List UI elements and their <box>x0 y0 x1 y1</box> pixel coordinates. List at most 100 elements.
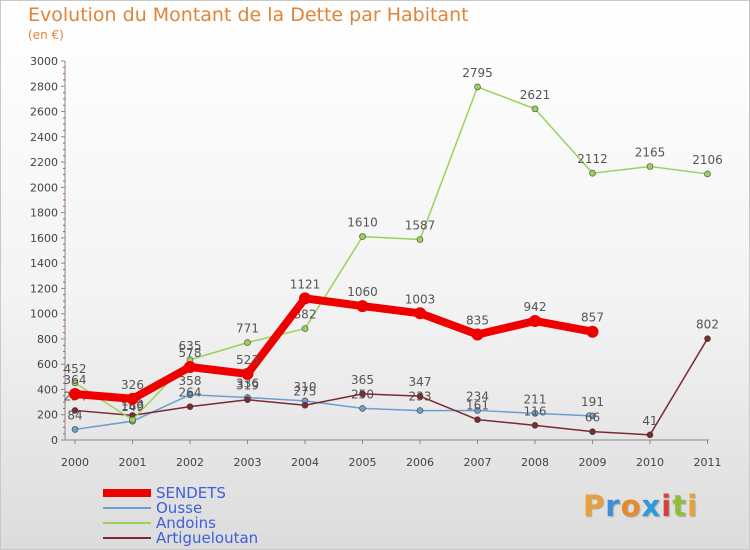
x-tick-label: 2008 <box>521 456 549 469</box>
data-label-ousse: 310 <box>294 380 317 394</box>
data-point-sendets <box>126 392 139 405</box>
data-label-artigueloutan: 319 <box>236 379 259 393</box>
data-label-ousse: 211 <box>524 392 547 406</box>
legend-label-artigueloutan: Artigueloutan <box>156 529 258 547</box>
y-tick-label: 400 <box>37 383 58 396</box>
y-tick-label: 1600 <box>30 232 58 245</box>
y-tick-label: 1000 <box>30 308 58 321</box>
data-label-andoins: 1610 <box>347 216 378 230</box>
data-label-artigueloutan: 161 <box>466 399 489 413</box>
data-point-artigueloutan <box>704 335 711 342</box>
data-point-andoins <box>244 339 251 346</box>
data-point-artigueloutan <box>474 416 481 423</box>
data-point-ousse <box>589 412 596 420</box>
data-point-sendets <box>299 292 311 305</box>
data-point-andoins <box>416 236 424 243</box>
data-label-artigueloutan: 347 <box>409 375 432 389</box>
x-tick-label: 2006 <box>406 456 434 469</box>
data-label-andoins: 1587 <box>405 219 436 233</box>
data-label-ousse: 234 <box>466 389 489 403</box>
data-point-ousse <box>359 405 366 412</box>
data-point-artigueloutan <box>301 401 309 409</box>
logo-letter: r <box>605 489 621 523</box>
data-point-sendets <box>529 314 541 327</box>
data-label-andoins: 2621 <box>520 88 551 102</box>
data-point-ousse <box>416 407 424 414</box>
data-point-ousse <box>71 426 79 433</box>
data-point-andoins <box>71 379 79 387</box>
y-tick-label: 0 <box>51 434 58 447</box>
logo-letter: o <box>620 489 642 523</box>
data-label-sendets: 326 <box>121 378 144 392</box>
data-point-artigueloutan <box>416 392 424 400</box>
logo-letter: P <box>583 489 606 523</box>
data-point-andoins <box>129 416 136 424</box>
data-label-andoins: 635 <box>179 339 202 353</box>
y-tick-label: 2400 <box>30 131 58 144</box>
data-point-andoins <box>646 163 654 170</box>
data-point-sendets <box>471 328 484 341</box>
data-point-sendets <box>184 360 196 373</box>
chart-subtitle: (en €) <box>28 28 64 42</box>
x-tick-label: 2007 <box>464 456 492 469</box>
data-point-sendets <box>414 307 426 320</box>
data-point-sendets <box>356 300 369 313</box>
data-label-ousse: 191 <box>581 395 604 409</box>
x-tick-label: 2004 <box>291 456 319 469</box>
y-tick-label: 1400 <box>30 257 58 270</box>
data-label-andoins: 2112 <box>577 152 608 166</box>
series-line-sendets <box>71 294 597 403</box>
x-tick-label: 2011 <box>694 456 722 469</box>
data-point-ousse <box>531 410 539 417</box>
logo-letter: t <box>672 489 688 523</box>
data-point-andoins <box>531 105 539 113</box>
data-label-artigueloutan: 802 <box>696 318 719 332</box>
data-label-ousse: 84 <box>67 408 82 422</box>
data-label-sendets: 523 <box>236 353 259 367</box>
data-label-andoins: 452 <box>64 362 87 376</box>
y-tick-label: 2000 <box>30 181 58 194</box>
data-label-sendets: 578 <box>179 346 202 360</box>
y-tick-label: 2600 <box>30 106 58 119</box>
series-line-ousse <box>74 394 594 431</box>
data-label-sendets: 835 <box>466 314 489 328</box>
series-line-andoins <box>74 86 709 421</box>
data-label-andoins: 2795 <box>462 66 493 80</box>
data-point-artigueloutan <box>589 428 596 435</box>
logo-letter: x <box>641 489 662 523</box>
data-point-sendets <box>69 388 81 401</box>
data-label-ousse: 336 <box>236 377 259 391</box>
x-tick-label: 2010 <box>636 456 664 469</box>
data-point-andoins <box>589 169 596 177</box>
x-tick-label: 2003 <box>234 456 262 469</box>
data-point-andoins <box>301 325 309 332</box>
legend-label-andoins: Andoins <box>156 514 216 532</box>
x-tick-label: 2001 <box>119 456 147 469</box>
data-point-artigueloutan <box>186 403 194 410</box>
logo-letter: i <box>687 489 699 523</box>
data-point-artigueloutan <box>71 407 79 414</box>
data-label-andoins: 2165 <box>635 145 666 159</box>
data-label-andoins: 2106 <box>692 153 723 167</box>
data-point-ousse <box>474 407 481 414</box>
data-label-sendets: 1121 <box>290 277 321 291</box>
series-line-artigueloutan <box>74 337 709 436</box>
data-point-sendets <box>241 367 254 380</box>
logo-letter: i <box>661 489 673 523</box>
data-point-andoins <box>474 83 481 91</box>
data-label-artigueloutan: 66 <box>585 411 600 425</box>
chart-title: Evolution du Montant de la Dette par Hab… <box>28 4 469 26</box>
data-label-andoins: 771 <box>236 322 259 336</box>
data-point-artigueloutan <box>359 390 366 398</box>
data-label-artigueloutan: 41 <box>642 414 657 428</box>
data-point-sendets <box>586 325 599 338</box>
data-label-artigueloutan: 116 <box>524 404 547 418</box>
y-tick-label: 1200 <box>30 282 58 295</box>
data-label-sendets: 1060 <box>347 285 378 299</box>
data-label-artigueloutan: 264 <box>179 386 202 400</box>
data-point-artigueloutan <box>531 422 539 429</box>
y-tick-label: 1800 <box>30 207 58 220</box>
x-tick-label: 2000 <box>61 456 89 469</box>
